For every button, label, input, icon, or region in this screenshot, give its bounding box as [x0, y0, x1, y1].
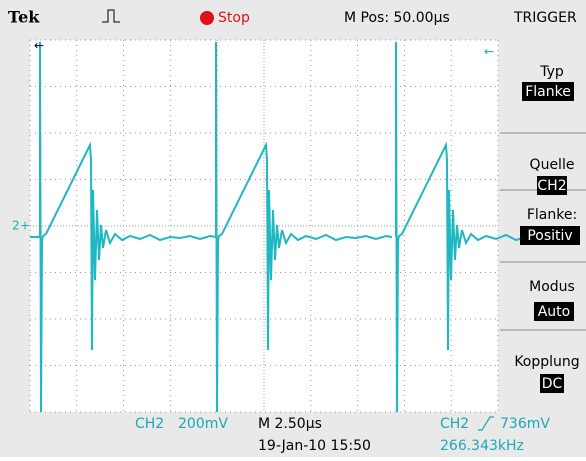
slope-icon	[478, 416, 494, 431]
menu-title: TRIGGER	[513, 10, 577, 26]
trigger-level-arrow: ←	[484, 45, 494, 59]
channel-arrow: +	[20, 219, 30, 233]
stop-icon	[200, 11, 214, 25]
waveform	[30, 41, 573, 413]
channel-marker: 2	[12, 219, 20, 233]
trigger-pos-arrow: ←	[34, 39, 44, 53]
side-menu: Typ Flanke Quelle CH2 Flanke: Positiv Mo…	[500, 64, 586, 393]
acq-icon	[102, 9, 120, 23]
menu-value[interactable]: CH2	[537, 178, 566, 194]
menu-label: Quelle	[530, 157, 575, 173]
channel-scale: 200mV	[178, 416, 228, 432]
run-status: Stop	[218, 10, 250, 26]
frequency: 266.343kHz	[440, 438, 524, 454]
trigger-source: CH2	[440, 416, 469, 432]
menu-value[interactable]: Positiv	[527, 228, 572, 244]
menu-label: Kopplung	[514, 354, 579, 370]
menu-value[interactable]: DC	[542, 376, 563, 392]
menu-value-bg	[520, 226, 580, 245]
menu-value-bg	[534, 302, 574, 321]
menu-value-bg	[540, 374, 564, 393]
graticule	[29, 39, 499, 413]
menu-value[interactable]: Auto	[538, 304, 571, 320]
menu-label: Modus	[529, 279, 575, 295]
trigger-level: 736mV	[500, 416, 550, 432]
channel-name: CH2	[135, 416, 164, 432]
menu-label: Typ	[539, 64, 564, 80]
datetime: 19-Jan-10 15:50	[258, 438, 371, 454]
position: M Pos: 50.00µs	[344, 10, 450, 26]
menu-value-bg	[522, 82, 574, 101]
brand: Tek	[8, 8, 40, 27]
menu-value[interactable]: Flanke	[525, 84, 571, 100]
menu-label: Flanke:	[527, 207, 577, 223]
timebase: M 2.50µs	[258, 416, 322, 432]
menu-value-bg	[537, 176, 567, 195]
